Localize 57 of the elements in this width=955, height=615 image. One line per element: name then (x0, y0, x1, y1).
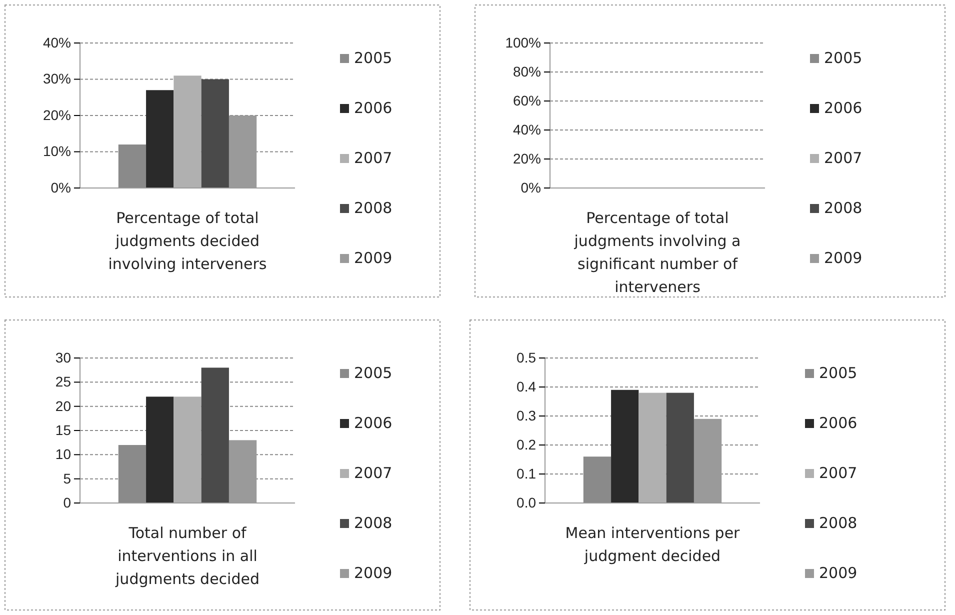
bar (174, 76, 202, 188)
y-tick-label: 0.5 (516, 349, 536, 366)
y-tick-label: 20 (55, 398, 72, 414)
y-tick-label: 100% (505, 34, 541, 50)
y-tick-label: 25 (55, 374, 72, 390)
y-tick-label: 15 (55, 422, 72, 438)
y-tick-label: 20% (512, 150, 541, 166)
x-axis-title: Percentage of total judgments decided involving interveners (108, 209, 267, 273)
y-tick-label: 10% (42, 143, 71, 160)
y-tick-label: 0.2 (516, 436, 536, 452)
x-axis-title: Mean interventions per judgment decided (565, 524, 741, 565)
y-tick-label: 0% (50, 179, 71, 196)
legend-label: 2005 (354, 364, 392, 382)
x-axis-title: Total number of interventions in all judgments decided (114, 524, 260, 588)
bar (666, 392, 694, 503)
legend-label: 2005 (819, 364, 858, 382)
legend-label: 2006 (354, 99, 392, 117)
legend-label: 2006 (824, 99, 862, 117)
y-tick-label: 0 (63, 494, 72, 510)
legend-label: 2009 (824, 249, 862, 267)
legend-label: 2007 (819, 464, 858, 482)
legend-label: 2008 (824, 199, 862, 217)
legend-label: 2009 (354, 249, 392, 267)
legend-label: 2009 (819, 564, 858, 582)
bar (611, 390, 639, 503)
bar (638, 392, 666, 503)
legend-label: 2008 (819, 514, 858, 532)
legend-label: 2009 (354, 564, 392, 582)
y-tick-label: 0.4 (516, 378, 536, 394)
y-tick-label: 40% (512, 121, 541, 138)
legend-label: 2008 (354, 514, 392, 532)
y-tick-label: 40% (42, 34, 71, 50)
legend-label: 2005 (824, 49, 862, 67)
y-tick-label: 0.3 (516, 407, 536, 424)
y-tick-label: 80% (512, 63, 541, 80)
bar (201, 79, 229, 188)
legend-label: 2007 (354, 464, 392, 482)
bar (201, 368, 229, 503)
y-tick-label: 30% (42, 70, 71, 87)
y-tick-label: 60% (512, 92, 541, 108)
y-tick-label: 0.1 (516, 465, 536, 482)
legend-label: 2007 (354, 149, 392, 167)
y-tick-label: 0% (520, 179, 541, 196)
legend-label: 2005 (354, 49, 392, 67)
legend-label: 2007 (824, 149, 862, 167)
bar (146, 396, 174, 503)
x-axis-title: Percentage of total judgments involving a significant number of interveners (573, 209, 741, 296)
bar (174, 396, 202, 503)
y-tick-label: 5 (63, 470, 72, 486)
y-tick-label: 20% (42, 106, 71, 123)
y-tick-label: 10 (55, 446, 72, 462)
bar (146, 90, 174, 188)
legend-label: 2008 (354, 199, 392, 217)
legend-label: 2006 (819, 414, 858, 432)
y-tick-label: 0.0 (516, 494, 536, 510)
legend-label: 2006 (354, 414, 392, 432)
y-tick-label: 30 (55, 349, 72, 366)
